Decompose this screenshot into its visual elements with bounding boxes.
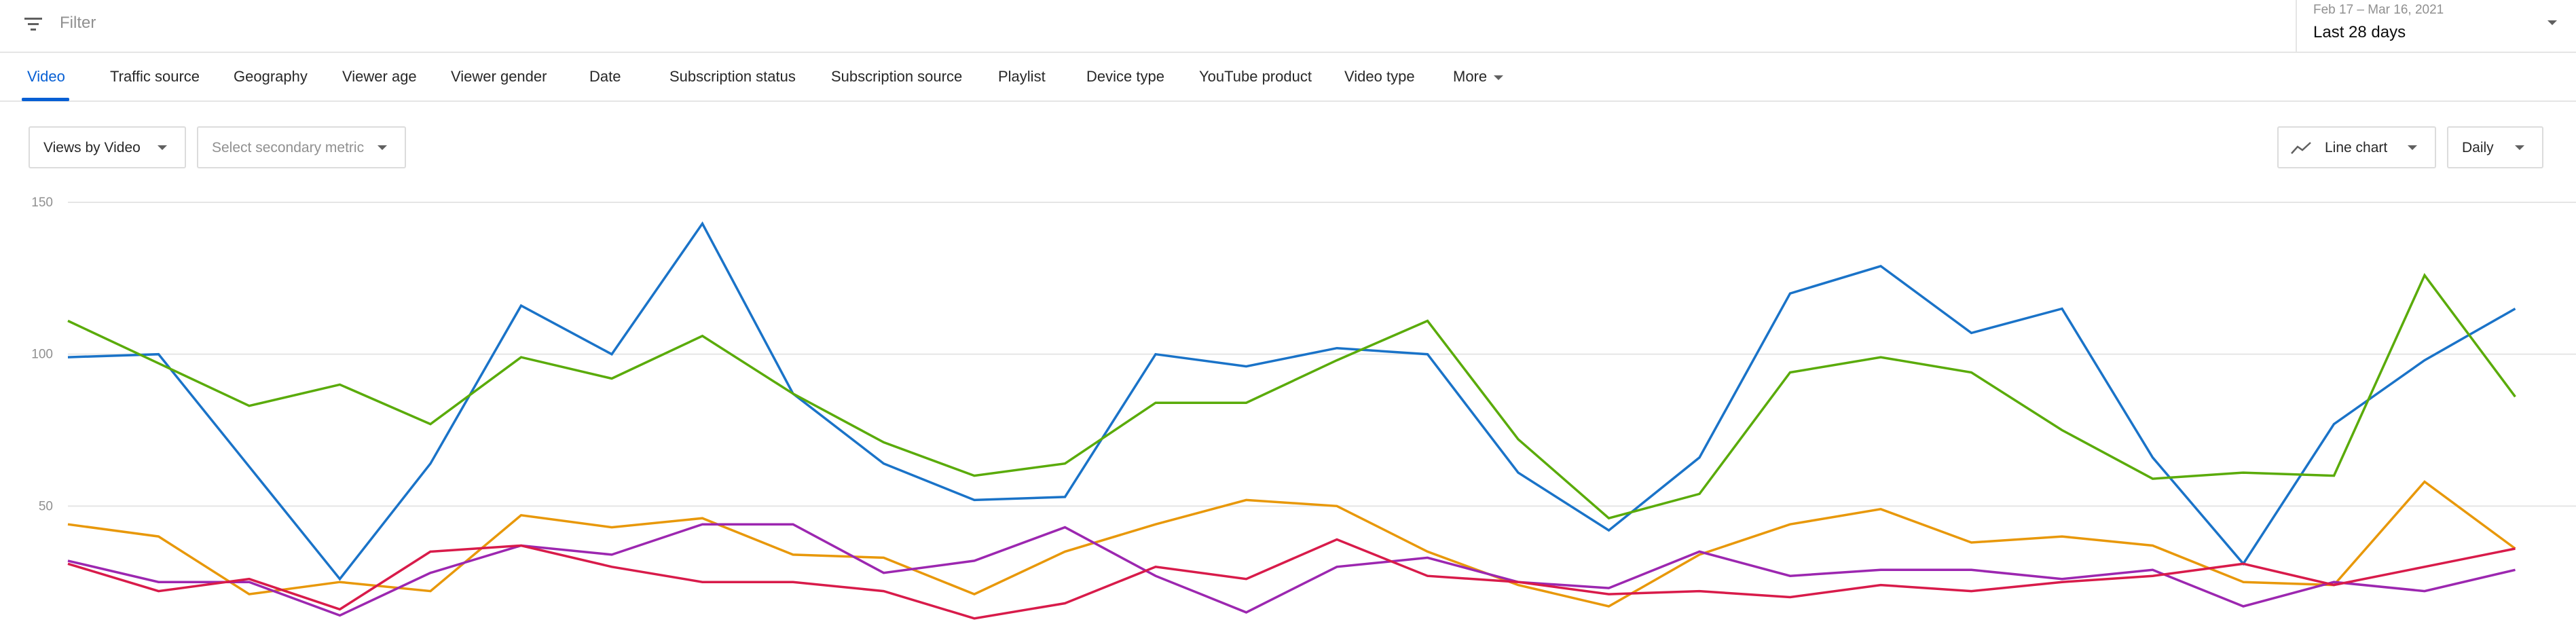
filter-input[interactable]: Filter [60, 14, 96, 32]
active-tab-indicator [22, 98, 69, 101]
series-line-3[interactable] [67, 480, 2516, 608]
y-tick-label: 50 [39, 499, 53, 513]
primary-metric-label: Views by Video [43, 140, 141, 155]
tab-video-type[interactable]: Video type [1344, 68, 1415, 85]
y-tick-label: 150 [31, 196, 53, 210]
secondary-metric-label: Select secondary metric [212, 140, 365, 155]
dimension-tabs: Video Traffic source Geography Viewer ag… [0, 53, 2576, 102]
chevron-down-icon [2547, 20, 2557, 25]
tab-geography[interactable]: Geography [234, 68, 308, 85]
chart-type-label: Line chart [2325, 140, 2388, 155]
line-chart-icon [2291, 142, 2311, 154]
tab-youtube-product[interactable]: YouTube product [1199, 68, 1312, 85]
tab-subscription-source[interactable]: Subscription source [831, 68, 963, 85]
tab-video[interactable]: Video [27, 68, 65, 85]
caret-down-icon [1494, 75, 1504, 80]
tab-subscription-status[interactable]: Subscription status [669, 68, 796, 85]
series-line-2[interactable] [67, 272, 2516, 520]
date-range-label: Last 28 days [2313, 23, 2406, 41]
date-range-text: Feb 17 – Mar 16, 2021 [2313, 3, 2444, 17]
caret-down-icon [158, 145, 167, 150]
series-line-5[interactable] [67, 538, 2516, 620]
tab-viewer-gender[interactable]: Viewer gender [451, 68, 547, 85]
primary-metric-dropdown[interactable]: Views by Video [29, 126, 186, 168]
tab-more[interactable]: More [1453, 68, 1504, 86]
interval-dropdown[interactable]: Daily [2447, 126, 2543, 168]
series-line-4[interactable] [67, 523, 2516, 617]
tab-playlist[interactable]: Playlist [998, 68, 1046, 85]
tab-device-type[interactable]: Device type [1086, 68, 1164, 85]
secondary-metric-dropdown[interactable]: Select secondary metric [197, 126, 406, 168]
tab-more-label: More [1453, 68, 1488, 85]
interval-label: Daily [2462, 140, 2494, 155]
tab-date[interactable]: Date [589, 68, 621, 85]
y-tick-label: 100 [31, 348, 53, 362]
tab-traffic-source[interactable]: Traffic source [110, 68, 200, 85]
tab-viewer-age[interactable]: Viewer age [342, 68, 417, 85]
date-range-picker[interactable]: Feb 17 – Mar 16, 2021 Last 28 days [2296, 0, 2576, 53]
views-line-chart: 50 100 150 [31, 196, 2576, 620]
filter-bar: Filter Feb 17 – Mar 16, 2021 Last 28 day… [0, 0, 2576, 53]
chart-type-dropdown[interactable]: Line chart [2277, 126, 2436, 168]
caret-down-icon [2408, 145, 2417, 150]
series-line-1[interactable] [67, 221, 2516, 581]
caret-down-icon [378, 145, 387, 150]
filter-icon[interactable] [23, 15, 43, 34]
caret-down-icon [2515, 145, 2524, 150]
